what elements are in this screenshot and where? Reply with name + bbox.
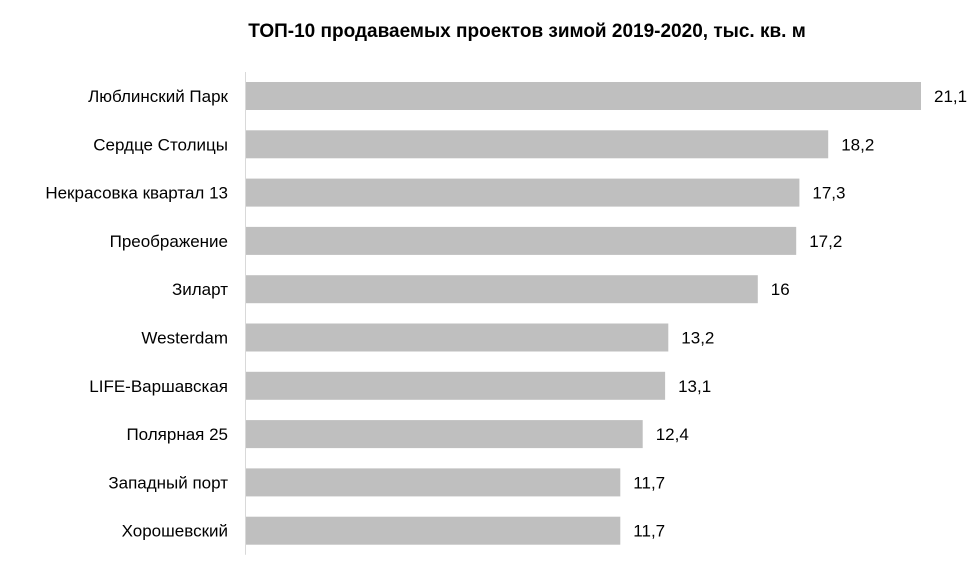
bar-10	[246, 516, 621, 545]
category-label-4: Преображение	[110, 232, 228, 251]
value-label-2: 18,2	[841, 135, 874, 154]
bar-1	[246, 82, 921, 110]
value-label-3: 17,3	[812, 184, 845, 203]
category-label-7: LIFE-Варшавская	[89, 377, 228, 396]
category-label-2: Сердце Столицы	[93, 135, 228, 154]
value-labels: 21,1 18,2 17,3 17,2 16 13,2 13,1 12,4 11,7 11,7	[633, 87, 967, 541]
value-label-10: 11,7	[633, 522, 665, 541]
bar-6	[246, 323, 669, 352]
category-label-6: Westerdam	[141, 329, 228, 348]
category-label-10: Хорошевский	[122, 522, 228, 541]
category-label-8: Полярная 25	[126, 425, 228, 444]
bar-5	[246, 275, 758, 304]
bar-8	[246, 420, 643, 449]
value-label-8: 12,4	[656, 425, 689, 444]
value-label-4: 17,2	[809, 232, 842, 251]
bars-layer	[246, 82, 921, 545]
category-label-3: Некрасовка квартал 13	[45, 184, 228, 203]
bar-2	[246, 130, 829, 159]
bar-3	[246, 178, 800, 207]
value-label-1: 21,1	[934, 87, 967, 106]
category-labels: Люблинский Парк Сердце Столицы Некрасовка …	[45, 87, 228, 541]
bar-4	[246, 226, 797, 255]
value-label-5: 16	[771, 280, 790, 299]
value-label-7: 13,1	[678, 377, 711, 396]
bar-7	[246, 371, 666, 400]
value-label-9: 11,7	[633, 473, 665, 492]
chart-title: ТОП-10 продаваемых проектов зимой 2019-2…	[248, 21, 806, 42]
category-label-9: Западный порт	[108, 473, 228, 492]
category-label-5: Зиларт	[172, 280, 228, 299]
category-label-1: Люблинский Парк	[88, 87, 228, 106]
bar-9	[246, 468, 621, 497]
value-label-6: 13,2	[681, 329, 714, 348]
